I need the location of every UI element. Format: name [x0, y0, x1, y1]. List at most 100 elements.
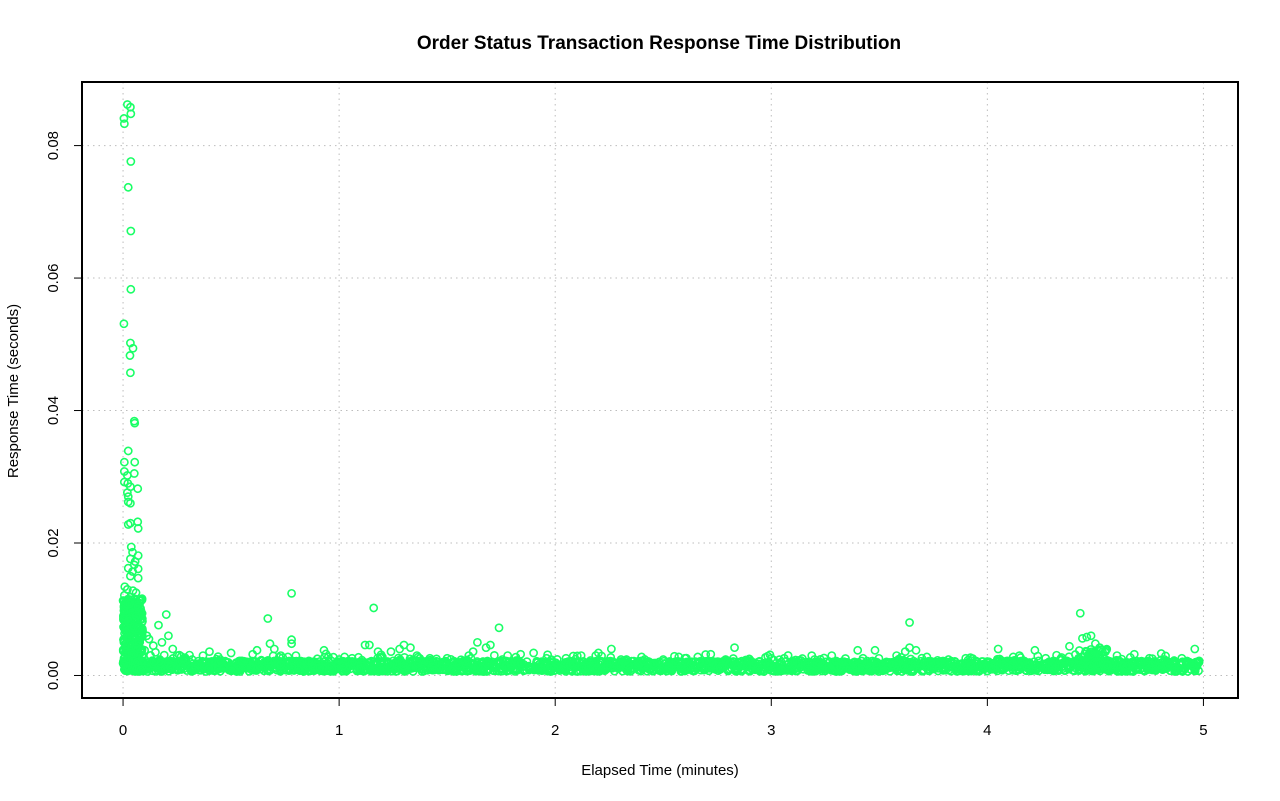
data-point: [745, 655, 755, 664]
data-point: [456, 655, 466, 665]
data-point: [489, 651, 499, 660]
data-point: [850, 661, 860, 671]
data-point: [354, 664, 364, 674]
data-point: [693, 652, 703, 662]
data-point: [161, 610, 171, 619]
data-point: [157, 637, 167, 647]
y-tick-label: 0.06: [45, 263, 62, 292]
data-point: [119, 319, 129, 329]
data-point: [1140, 666, 1150, 676]
data-point: [576, 651, 586, 661]
data-point: [1163, 662, 1173, 671]
data-point: [810, 655, 819, 664]
data-point: [858, 664, 868, 674]
x-tick-label: 4: [983, 722, 991, 739]
data-point: [597, 665, 607, 675]
data-point: [304, 656, 314, 666]
x-tick-label: 0: [119, 722, 127, 739]
data-point: [529, 648, 538, 658]
data-point: [138, 626, 147, 635]
data-point: [603, 661, 613, 670]
data-point: [503, 651, 513, 661]
data-point: [681, 663, 691, 673]
data-point: [725, 659, 735, 668]
data-point: [888, 660, 897, 670]
data-point: [442, 653, 452, 663]
data-point: [373, 647, 383, 657]
data-point: [1058, 658, 1068, 667]
data-point: [120, 598, 130, 608]
data-point: [509, 664, 518, 674]
data-point: [133, 573, 143, 583]
data-point: [766, 653, 776, 663]
data-point: [427, 662, 437, 672]
x-tick-label: 3: [767, 722, 775, 739]
data-point: [119, 119, 129, 129]
data-point: [811, 664, 821, 674]
data-point: [131, 588, 141, 598]
data-point: [837, 657, 847, 667]
data-point: [319, 645, 329, 655]
data-point: [516, 658, 526, 668]
data-point: [123, 182, 133, 192]
data-point: [128, 343, 138, 353]
data-point: [276, 651, 286, 661]
data-point: [126, 498, 135, 508]
data-point: [831, 656, 841, 666]
data-point: [454, 660, 464, 670]
data-point: [1124, 660, 1134, 670]
data-point: [1082, 632, 1092, 642]
data-point: [639, 656, 648, 666]
data-point: [413, 659, 423, 669]
data-point: [706, 649, 716, 659]
data-point: [637, 652, 647, 662]
data-point: [560, 659, 570, 668]
data-point: [1051, 664, 1060, 674]
data-point: [516, 649, 526, 659]
data-point: [207, 656, 217, 666]
data-point: [1062, 658, 1071, 667]
data-point: [621, 656, 630, 666]
data-point: [625, 666, 635, 676]
data-point: [360, 640, 370, 650]
data-point: [577, 661, 587, 671]
data-point: [542, 653, 551, 663]
data-point: [149, 657, 159, 667]
data-point: [729, 657, 739, 667]
data-point: [504, 657, 514, 666]
data-point: [850, 666, 860, 676]
data-point: [905, 618, 914, 627]
data-point: [126, 518, 135, 528]
data-point: [481, 643, 491, 653]
data-point: [338, 661, 348, 671]
data-point: [446, 666, 456, 675]
data-point: [144, 634, 154, 644]
data-point: [1057, 653, 1066, 662]
data-point: [908, 664, 918, 674]
data-point: [265, 639, 275, 649]
data-point: [655, 666, 664, 675]
data-point: [1078, 633, 1087, 643]
data-point: [853, 645, 863, 655]
data-point: [968, 660, 978, 670]
data-point: [425, 653, 435, 663]
data-point: [287, 635, 296, 645]
data-point: [151, 666, 161, 676]
data-point: [1170, 666, 1180, 676]
data-point: [525, 662, 535, 672]
data-point: [176, 664, 186, 674]
data-point: [568, 658, 578, 668]
data-point: [205, 647, 214, 657]
data-point: [375, 657, 385, 667]
data-point: [870, 645, 880, 655]
data-point: [119, 457, 129, 467]
data-point: [1132, 663, 1141, 673]
data-point: [123, 446, 133, 456]
data-point: [806, 666, 816, 676]
data-point: [680, 653, 690, 663]
data-point: [549, 663, 559, 673]
data-point: [454, 663, 464, 673]
data-point: [432, 665, 442, 674]
data-point: [988, 664, 998, 674]
